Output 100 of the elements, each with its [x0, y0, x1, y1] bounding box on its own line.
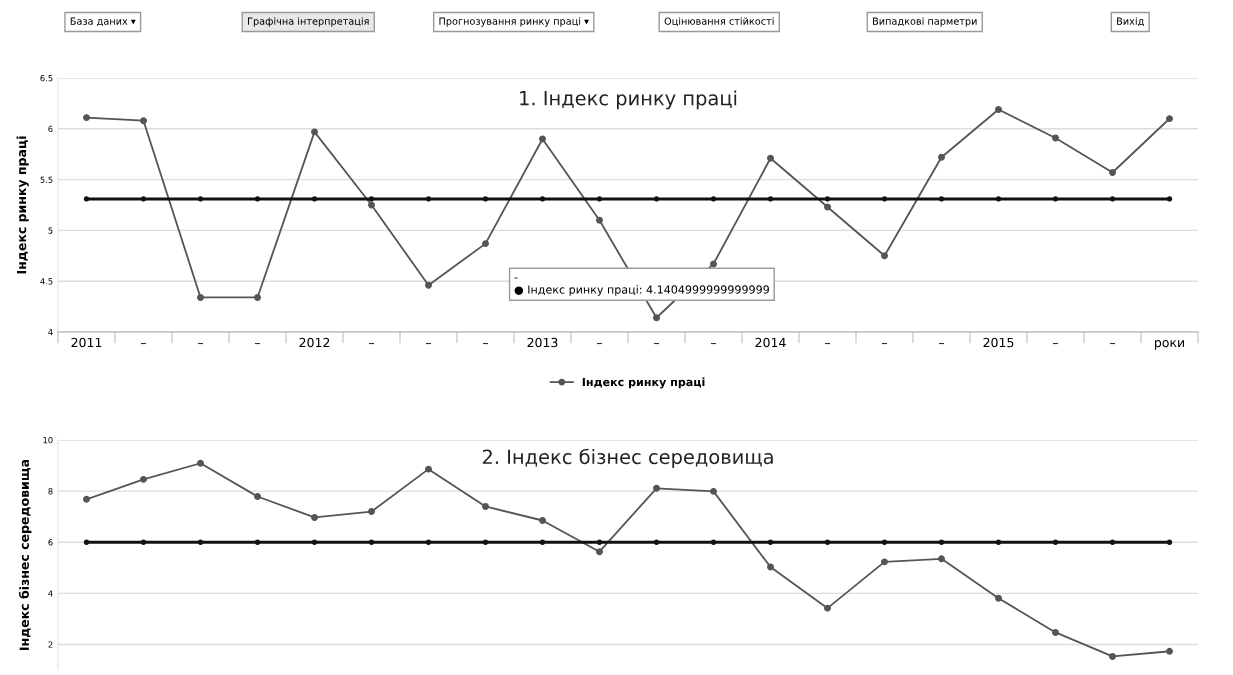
point — [653, 539, 660, 546]
point — [1052, 539, 1059, 546]
y-tick-label: 5.5 — [40, 176, 53, 183]
point — [254, 539, 261, 546]
y-tick-label: 5 — [48, 227, 53, 234]
text: Прогнозування ринку праці ▾ — [439, 17, 589, 27]
point — [653, 196, 660, 202]
x-tick-label: – — [1052, 343, 1059, 345]
legend-label: Індекс ринку праці — [582, 377, 705, 389]
point — [824, 203, 831, 211]
point — [1166, 115, 1173, 123]
x-tick-label: – — [197, 343, 204, 345]
point — [539, 517, 546, 524]
text: Графічна інтерпретація — [248, 17, 369, 27]
point — [83, 495, 90, 503]
text: База даних ▾ — [70, 17, 136, 27]
point — [1109, 539, 1116, 546]
x-tick-label: – — [596, 343, 603, 345]
y-tick-label: 6.5 — [40, 74, 53, 82]
point — [1052, 196, 1059, 202]
point — [368, 196, 375, 202]
point — [311, 539, 318, 546]
text: Випадкові парметри — [873, 17, 977, 27]
point — [482, 240, 489, 248]
point — [254, 196, 261, 202]
chart-title: 2. Індекс бізнес середовища — [482, 448, 773, 468]
point — [1166, 647, 1173, 655]
x-tick-label: – — [425, 343, 432, 345]
point — [767, 154, 774, 162]
point — [1052, 134, 1059, 142]
x-tick-label: – — [140, 343, 147, 345]
point — [368, 508, 375, 516]
point — [1109, 652, 1116, 660]
point — [140, 196, 147, 202]
point — [938, 539, 945, 546]
point — [311, 196, 318, 202]
y-axis-title: Індекс бізнес середовища — [18, 459, 32, 650]
point — [995, 594, 1002, 602]
point — [425, 539, 432, 546]
point — [1052, 628, 1059, 636]
point — [938, 196, 945, 202]
text: Вихід — [1117, 17, 1144, 27]
point — [482, 502, 489, 510]
point — [653, 314, 660, 322]
point — [83, 539, 90, 546]
point — [83, 196, 90, 202]
point — [311, 513, 318, 521]
point — [140, 117, 147, 125]
point — [197, 293, 204, 301]
point — [254, 293, 261, 301]
point — [197, 196, 204, 202]
point — [596, 216, 603, 224]
point — [881, 558, 888, 566]
point — [995, 539, 1002, 546]
y-tick-label: 10 — [43, 436, 53, 444]
point — [1109, 169, 1116, 176]
point — [767, 196, 774, 202]
text: Оцінювання стійкості — [664, 17, 774, 27]
point — [824, 539, 831, 546]
x-tick-label: 2011 — [71, 337, 102, 348]
x-tick-label: – — [1109, 343, 1116, 345]
point — [140, 475, 147, 483]
point — [596, 196, 603, 202]
point — [539, 539, 546, 546]
point — [1166, 196, 1173, 202]
point — [254, 493, 261, 500]
x-tick-label: 2015 — [983, 337, 1014, 348]
point — [197, 459, 204, 467]
point — [539, 135, 546, 143]
point — [710, 539, 717, 546]
point — [710, 487, 717, 495]
point — [425, 196, 432, 202]
y-tick-label: 8 — [48, 488, 53, 495]
point — [596, 548, 603, 556]
point — [938, 555, 945, 563]
point — [710, 196, 717, 202]
x-tick-label: 2012 — [299, 337, 330, 348]
y-tick-label: 4 — [48, 590, 53, 597]
x-tick-label: – — [710, 343, 717, 345]
point — [824, 196, 831, 202]
annotation: - ● Індекс ринку праці: 4.1404999999999999 — [514, 277, 769, 296]
point — [881, 539, 888, 546]
x-tick-label: – — [881, 343, 888, 345]
x-tick-label: – — [653, 343, 660, 345]
y-axis-title: Індекс ринку праці — [16, 136, 29, 274]
y-tick-label: 2 — [48, 641, 53, 648]
x-tick-label: – — [254, 343, 261, 345]
point — [482, 196, 489, 202]
x-tick-label: – — [368, 343, 375, 345]
y-tick-label: 6 — [48, 125, 53, 133]
x-tick-label: – — [824, 343, 831, 345]
point — [767, 563, 774, 571]
point — [197, 539, 204, 546]
x-tick-label: роки — [1155, 340, 1184, 350]
point — [710, 260, 717, 268]
point — [995, 196, 1002, 202]
x-tick-label: – — [938, 343, 945, 345]
point — [425, 281, 432, 289]
x-tick-label: 2013 — [527, 337, 558, 348]
point — [767, 539, 774, 546]
